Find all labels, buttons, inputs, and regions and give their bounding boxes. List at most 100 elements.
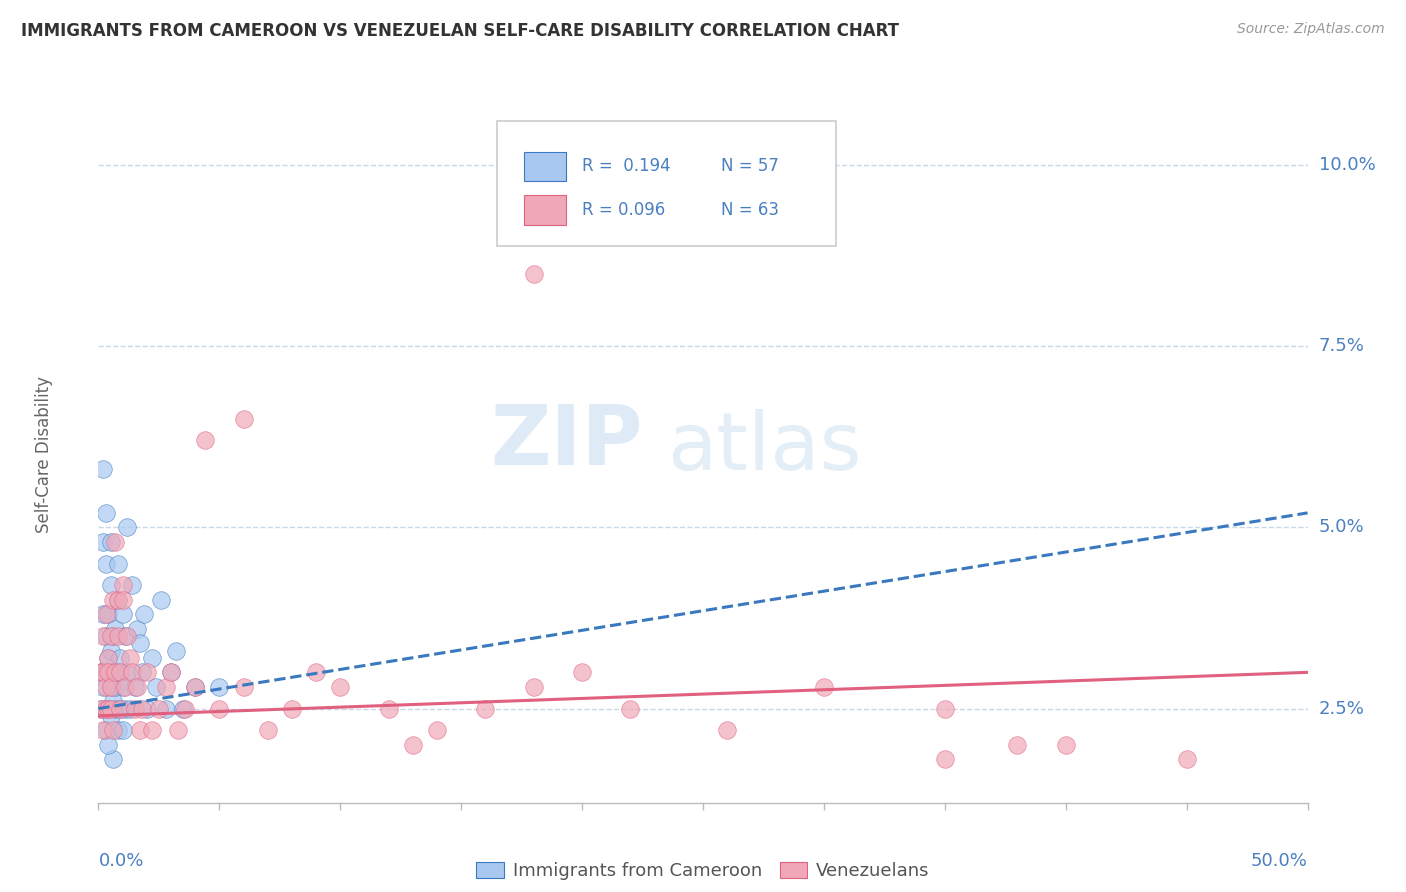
Point	[232, 411, 254, 425]
Text: 7.5%: 7.5%	[1319, 337, 1365, 355]
Point	[167, 723, 190, 738]
Point	[305, 665, 328, 680]
Point	[97, 607, 120, 622]
Point	[111, 723, 134, 738]
Point	[1054, 738, 1077, 752]
Point	[104, 680, 127, 694]
Point	[934, 752, 956, 766]
Point	[377, 701, 399, 715]
Point	[91, 462, 114, 476]
Point	[155, 680, 177, 694]
Point	[426, 723, 449, 738]
Point	[101, 592, 124, 607]
Point	[716, 723, 738, 738]
Point	[174, 701, 197, 715]
Point	[150, 592, 173, 607]
Point	[100, 629, 122, 643]
Text: Source: ZipAtlas.com: Source: ZipAtlas.com	[1237, 22, 1385, 37]
Point	[523, 680, 546, 694]
Point	[90, 665, 112, 680]
Point	[91, 680, 114, 694]
Point	[100, 708, 122, 723]
Point	[94, 723, 117, 738]
Point	[100, 680, 122, 694]
Point	[111, 592, 134, 607]
Point	[107, 592, 129, 607]
Point	[91, 607, 114, 622]
Point	[114, 680, 136, 694]
Point	[108, 651, 131, 665]
Point	[104, 622, 127, 636]
Point	[474, 701, 496, 715]
Point	[135, 665, 157, 680]
Point	[91, 629, 114, 643]
Point	[329, 680, 352, 694]
Point	[134, 607, 156, 622]
Point	[128, 636, 150, 650]
Text: atlas: atlas	[666, 409, 860, 487]
Point	[91, 723, 114, 738]
Text: 0.0%: 0.0%	[98, 852, 143, 870]
Point	[97, 651, 120, 665]
Point	[118, 701, 141, 715]
Point	[100, 680, 122, 694]
Point	[97, 665, 120, 680]
Point	[281, 701, 304, 715]
Point	[90, 701, 112, 715]
Point	[131, 665, 153, 680]
Point	[107, 629, 129, 643]
Point	[101, 752, 124, 766]
Point	[97, 651, 120, 665]
Point	[100, 701, 122, 715]
Point	[121, 578, 143, 592]
Point	[141, 723, 163, 738]
Point	[104, 535, 127, 549]
Point	[101, 665, 124, 680]
Point	[131, 701, 153, 715]
Point	[184, 680, 207, 694]
Point	[118, 651, 141, 665]
Text: N = 63: N = 63	[721, 201, 779, 219]
Point	[97, 738, 120, 752]
FancyBboxPatch shape	[498, 121, 837, 246]
Point	[127, 680, 149, 694]
Point	[208, 680, 231, 694]
Point	[90, 701, 112, 715]
Point	[94, 701, 117, 715]
Point	[101, 723, 124, 738]
Point	[108, 665, 131, 680]
Point	[100, 643, 122, 657]
Point	[100, 578, 122, 592]
Point	[101, 694, 124, 708]
Point	[94, 506, 117, 520]
Point	[194, 434, 217, 448]
Text: Self-Care Disability: Self-Care Disability	[35, 376, 53, 533]
Point	[124, 701, 146, 715]
Point	[104, 665, 127, 680]
Point	[108, 701, 131, 715]
Point	[94, 680, 117, 694]
Point	[101, 629, 124, 643]
Point	[117, 629, 139, 643]
Text: N = 57: N = 57	[721, 157, 779, 175]
Point	[100, 535, 122, 549]
FancyBboxPatch shape	[524, 195, 567, 225]
Legend: Immigrants from Cameroon, Venezuelans: Immigrants from Cameroon, Venezuelans	[470, 855, 936, 888]
Point	[94, 557, 117, 571]
Text: R = 0.096: R = 0.096	[582, 201, 665, 219]
Point	[813, 680, 835, 694]
Point	[114, 629, 136, 643]
Text: 10.0%: 10.0%	[1319, 156, 1375, 174]
Point	[165, 643, 187, 657]
Point	[256, 723, 278, 738]
Text: 50.0%: 50.0%	[1251, 852, 1308, 870]
Point	[114, 701, 136, 715]
Point	[128, 723, 150, 738]
Point	[91, 535, 114, 549]
Point	[232, 680, 254, 694]
Point	[160, 665, 183, 680]
Point	[111, 607, 134, 622]
Point	[148, 701, 170, 715]
Point	[135, 701, 157, 715]
Text: IMMIGRANTS FROM CAMEROON VS VENEZUELAN SELF-CARE DISABILITY CORRELATION CHART: IMMIGRANTS FROM CAMEROON VS VENEZUELAN S…	[21, 22, 898, 40]
